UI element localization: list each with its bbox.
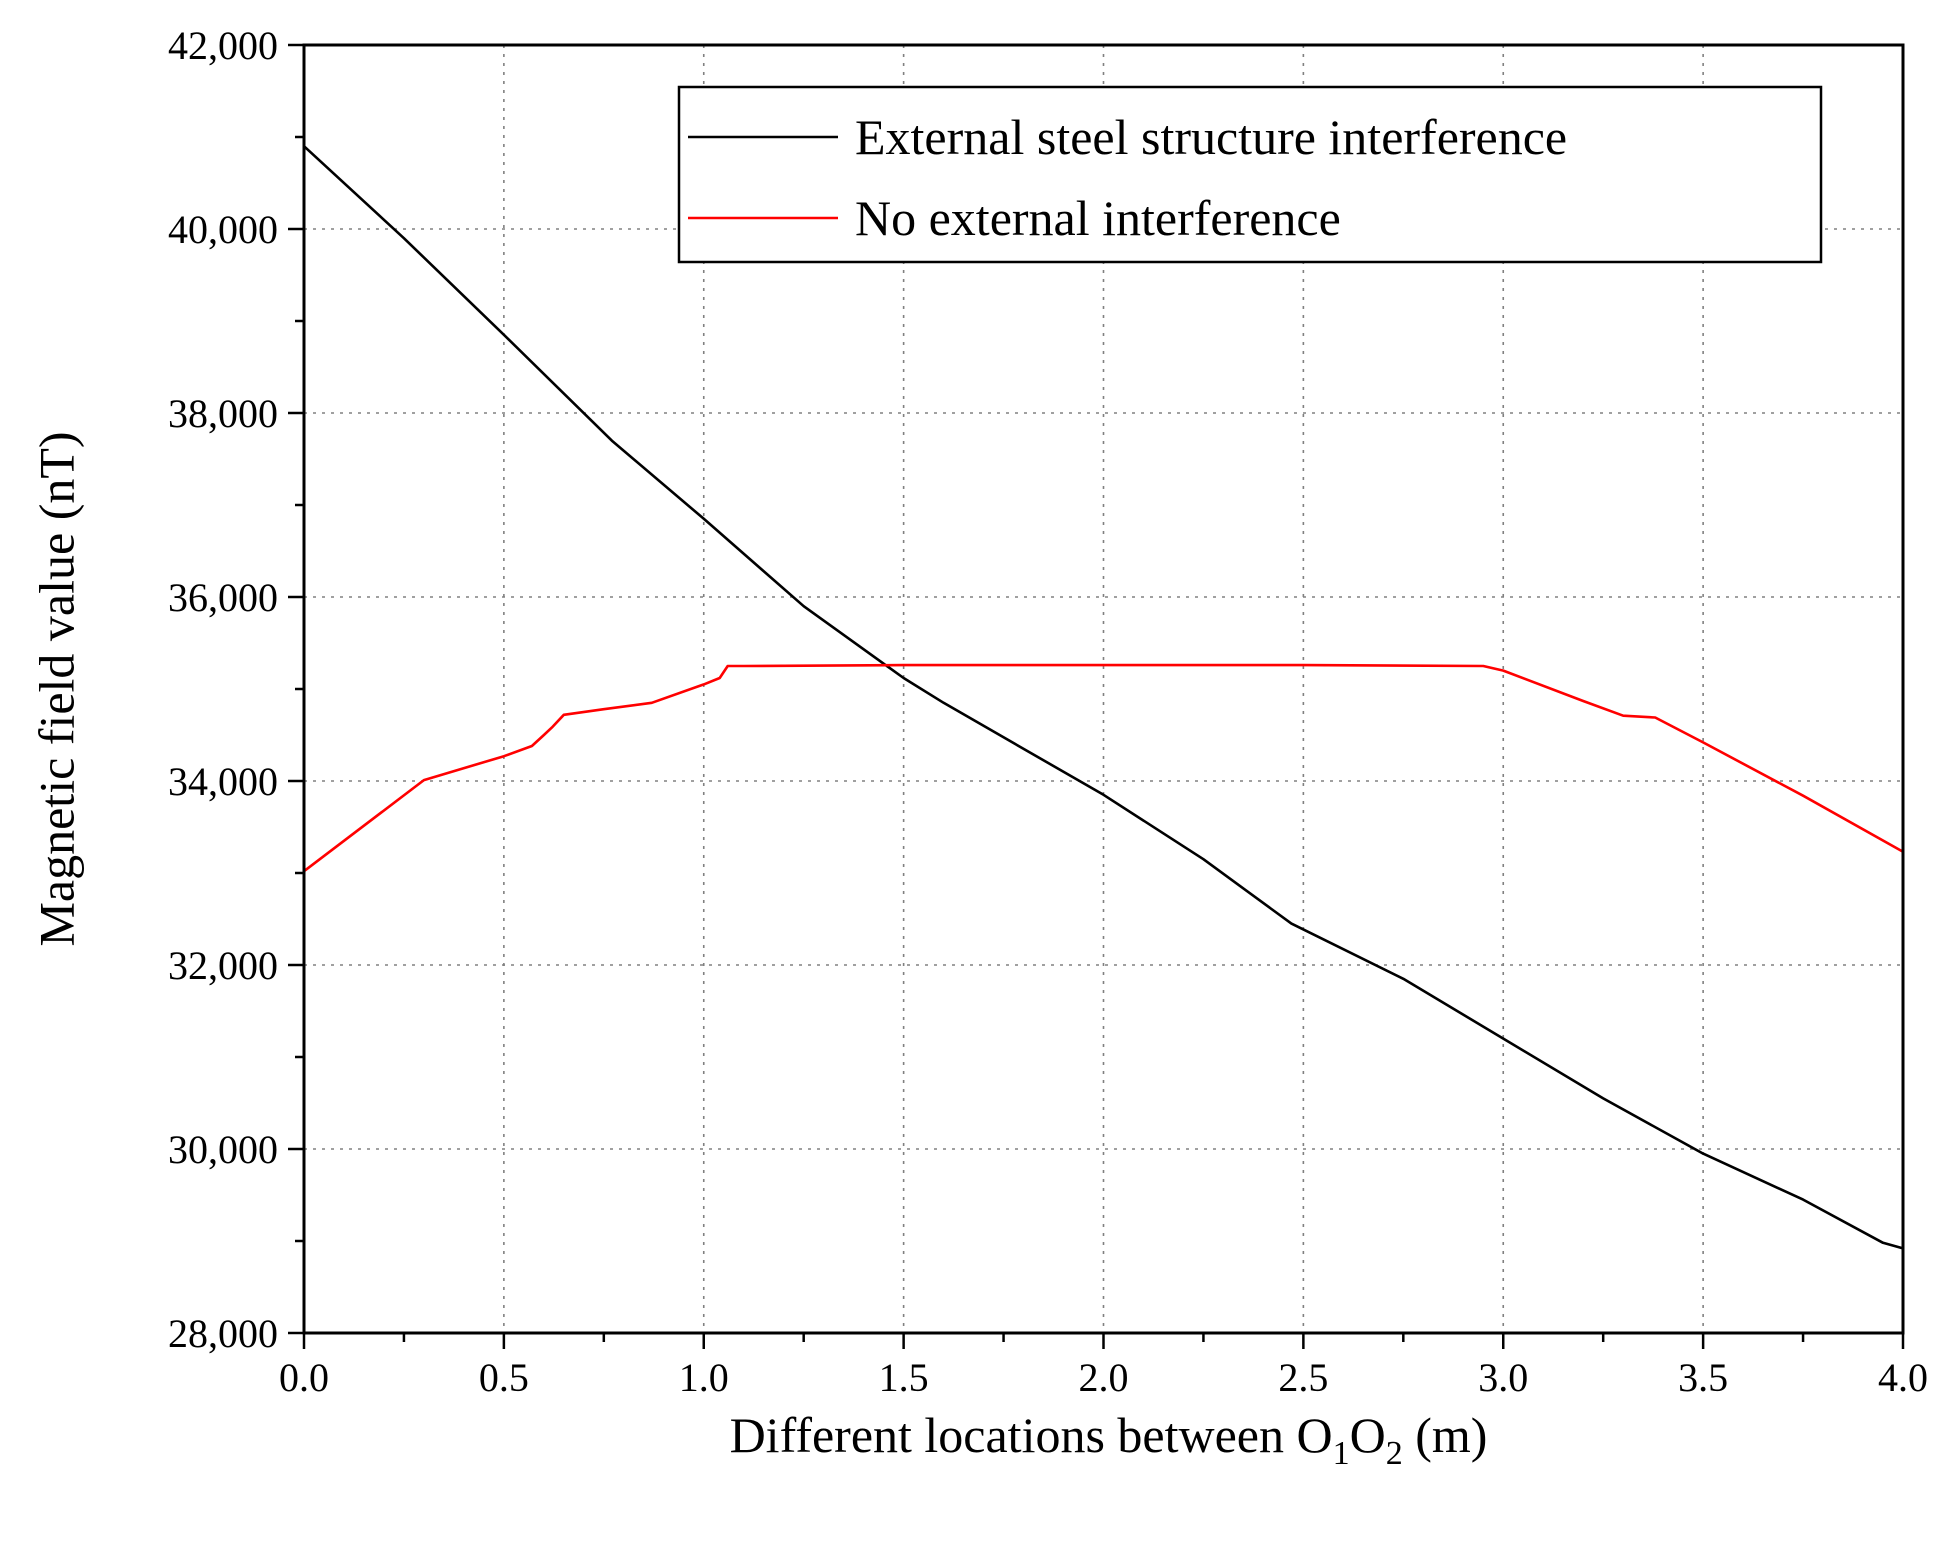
x-axis-title-sub2: 2 bbox=[1386, 1435, 1403, 1472]
x-tick-label: 3.0 bbox=[1478, 1355, 1528, 1400]
y-tick-labels: 28,000 30,000 32,000 34,000 36,000 38,000 40,0… bbox=[168, 23, 278, 1356]
y-tick-label: 42,000 bbox=[168, 23, 278, 68]
x-axis-title: Different locations between O1O2 (m) bbox=[730, 1407, 1488, 1472]
x-tick-label: 2.5 bbox=[1278, 1355, 1328, 1400]
x-tick-label: 1.5 bbox=[879, 1355, 929, 1400]
x-tick-label: 0.0 bbox=[279, 1355, 329, 1400]
y-tick-label: 36,000 bbox=[168, 575, 278, 620]
x-tick-label: 1.0 bbox=[679, 1355, 729, 1400]
legend-label-no-interference: No external interference bbox=[855, 190, 1341, 246]
legend: External steel structure interference No… bbox=[677, 85, 1823, 264]
series-line-no-interference bbox=[303, 663, 1904, 873]
legend-box bbox=[677, 85, 1823, 264]
legend-label-steel: External steel structure interference bbox=[855, 109, 1567, 165]
y-tick-label: 40,000 bbox=[168, 207, 278, 252]
series-line-steel-interference bbox=[303, 145, 1904, 1250]
y-axis-title: Magnetic field value (nT) bbox=[28, 431, 84, 946]
x-axis-title-sub1: 1 bbox=[1333, 1435, 1350, 1472]
x-tick-label: 2.0 bbox=[1079, 1355, 1129, 1400]
axis-ticks bbox=[288, 43, 1905, 1349]
x-tick-label: 3.5 bbox=[1678, 1355, 1728, 1400]
y-tick-label: 38,000 bbox=[168, 391, 278, 436]
x-tick-label: 4.0 bbox=[1878, 1355, 1928, 1400]
y-tick-label: 28,000 bbox=[168, 1311, 278, 1356]
x-tick-label: 0.5 bbox=[479, 1355, 529, 1400]
x-axis-title-part3: (m) bbox=[1403, 1407, 1488, 1463]
x-axis-title-part1: Different locations between O bbox=[730, 1407, 1333, 1463]
series-lines bbox=[303, 145, 1904, 1250]
x-tick-labels: 0.0 0.5 1.0 1.5 2.0 2.5 3.0 3.5 4.0 bbox=[279, 1355, 1928, 1400]
y-tick-label: 32,000 bbox=[168, 943, 278, 988]
y-tick-label: 30,000 bbox=[168, 1127, 278, 1172]
y-tick-label: 34,000 bbox=[168, 759, 278, 804]
x-axis-title-part2: O bbox=[1350, 1407, 1386, 1463]
